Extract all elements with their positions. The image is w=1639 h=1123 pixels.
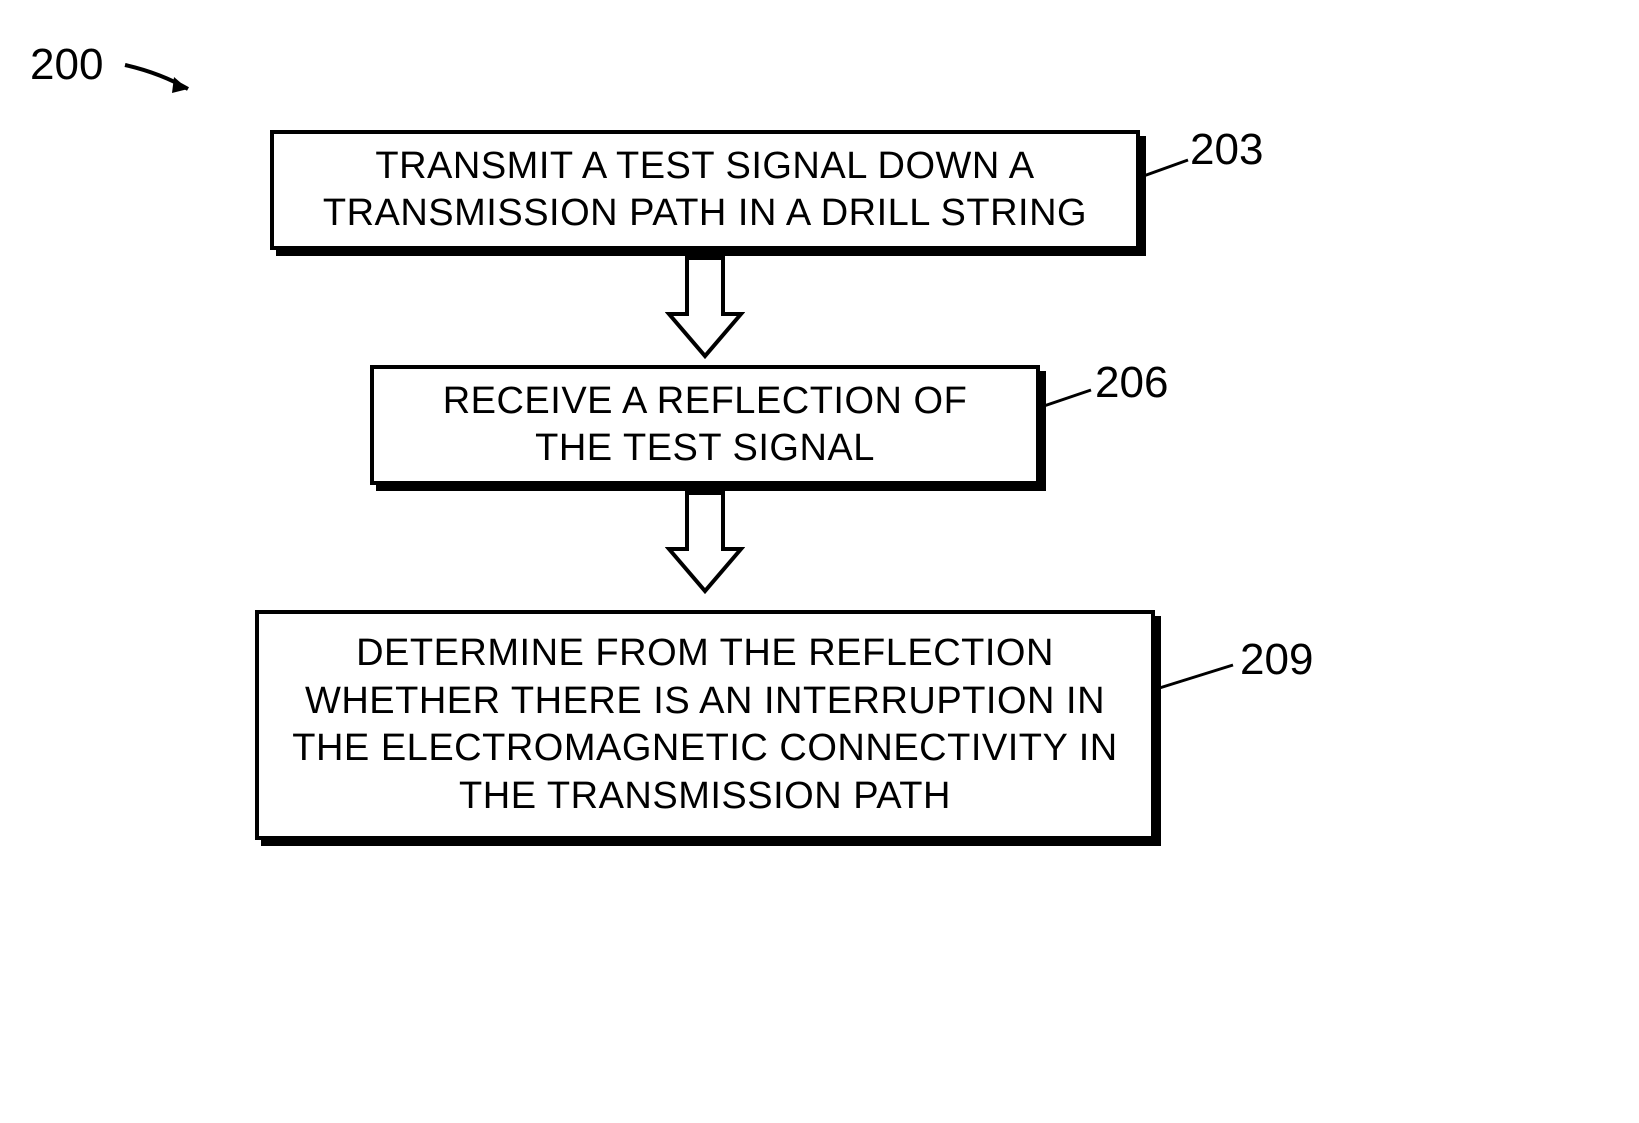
flowchart-step-receive: RECEIVE A REFLECTION OF THE TEST SIGNAL — [370, 365, 1040, 485]
figure-number-label: 200 — [30, 40, 103, 90]
figure-number-arrow-icon — [120, 55, 210, 105]
flow-arrow-icon — [665, 491, 745, 601]
flowchart-step-text: DETERMINE FROM THE REFLECTION WHETHER TH… — [289, 630, 1121, 820]
reference-numeral-209: 209 — [1240, 635, 1313, 685]
diagram-canvas: 200 TRANSMIT A TEST SIGNAL DOWN A TRANSM… — [0, 0, 1639, 1123]
flowchart-step-transmit: TRANSMIT A TEST SIGNAL DOWN A TRANSMISSI… — [270, 130, 1140, 250]
reference-numeral-203: 203 — [1190, 125, 1263, 175]
flow-arrow-icon — [665, 256, 745, 366]
leader-line — [1151, 655, 1241, 700]
flowchart-step-text: TRANSMIT A TEST SIGNAL DOWN A TRANSMISSI… — [304, 143, 1106, 238]
flowchart-step-determine: DETERMINE FROM THE REFLECTION WHETHER TH… — [255, 610, 1155, 840]
leader-line — [1136, 150, 1196, 190]
reference-numeral-206: 206 — [1095, 358, 1168, 408]
flowchart-step-text: RECEIVE A REFLECTION OF THE TEST SIGNAL — [404, 378, 1006, 473]
leader-line — [1036, 380, 1098, 420]
